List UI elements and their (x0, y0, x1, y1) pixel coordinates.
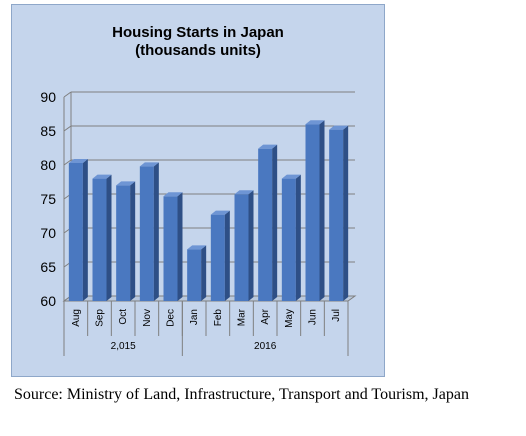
bar-jun (305, 120, 325, 301)
bar-front (139, 166, 154, 301)
housing-starts-chart: Housing Starts in Japan (thousands units… (40, 24, 357, 356)
bar-sep (92, 174, 112, 301)
bar-mar (234, 190, 254, 301)
bar-front (234, 194, 249, 301)
gridline-depth-80 (63, 159, 72, 166)
y-tick-label-70: 70 (40, 225, 56, 241)
x-tick-label-may: May (284, 309, 295, 328)
group-label-0: 2,015 (111, 341, 136, 352)
x-tick-label-jun: Jun (308, 309, 319, 325)
x-tick-label-jan: Jan (189, 309, 200, 325)
source-note: Source: Ministry of Land, Infrastructure… (14, 386, 469, 403)
bar-top (92, 174, 112, 179)
gridline-depth-85 (63, 125, 72, 132)
bar-top (329, 125, 349, 130)
bar-top (281, 174, 301, 179)
bar-top (210, 210, 230, 215)
bar-top (258, 144, 278, 149)
x-tick-label-nov: Nov (142, 309, 153, 327)
x-tick-label-dec: Dec (166, 309, 177, 327)
bar-front (210, 214, 225, 301)
bar-front (116, 185, 131, 301)
bar-feb (210, 210, 230, 301)
bar-front (258, 148, 273, 301)
bar-side (130, 181, 136, 301)
chart-frame: Housing Starts in Japan (thousands units… (11, 4, 385, 377)
y-tick-label-60: 60 (40, 293, 56, 309)
y-tick-label-75: 75 (40, 191, 56, 207)
y-tick-label-65: 65 (40, 259, 56, 275)
x-tick-label-aug: Aug (71, 309, 82, 327)
x-tick-label-mar: Mar (237, 308, 248, 326)
x-tick-label-jul: Jul (331, 309, 342, 322)
bar-side (177, 192, 183, 301)
y-tick-label-90: 90 (40, 89, 56, 105)
bar-may (281, 174, 301, 301)
bar-side (106, 174, 112, 301)
bar-top (234, 190, 254, 195)
bar-oct (116, 181, 136, 301)
chart-title: Housing Starts in Japan (112, 24, 284, 41)
x-tick-label-oct: Oct (118, 309, 129, 325)
bar-front (68, 162, 83, 301)
x-tick-label-apr: Apr (260, 308, 271, 324)
bar-front (305, 124, 320, 301)
bar-top (68, 158, 88, 163)
bar-front (281, 178, 296, 301)
bar-side (82, 158, 88, 301)
bar-front (92, 178, 107, 301)
bar-top (116, 181, 136, 186)
x-tick-label-feb: Feb (213, 309, 224, 327)
bar-side (224, 210, 230, 301)
bar-dec (163, 192, 183, 301)
bar-top (305, 120, 325, 125)
y-tick-label-85: 85 (40, 123, 56, 139)
bar-side (153, 162, 159, 301)
chart-subtitle: (thousands units) (135, 42, 261, 59)
bar-top (163, 192, 183, 197)
bar-side (319, 120, 325, 301)
bar-front (163, 196, 178, 301)
gridline-depth-90 (63, 91, 72, 98)
bar-side (201, 245, 207, 301)
group-label-1: 2016 (254, 341, 277, 352)
bar-side (248, 190, 254, 301)
bar-side (272, 144, 278, 301)
bar-jan (187, 245, 207, 301)
bar-nov (139, 162, 159, 301)
bar-jul (329, 125, 349, 301)
bar-apr (258, 144, 278, 301)
bar-top (139, 162, 159, 167)
bar-front (187, 249, 202, 301)
bar-side (343, 125, 349, 301)
bar-side (295, 174, 301, 301)
bar-top (187, 245, 207, 250)
bar-front (329, 129, 344, 301)
x-tick-label-sep: Sep (95, 309, 106, 327)
bar-aug (68, 158, 88, 301)
y-tick-label-80: 80 (40, 157, 56, 173)
